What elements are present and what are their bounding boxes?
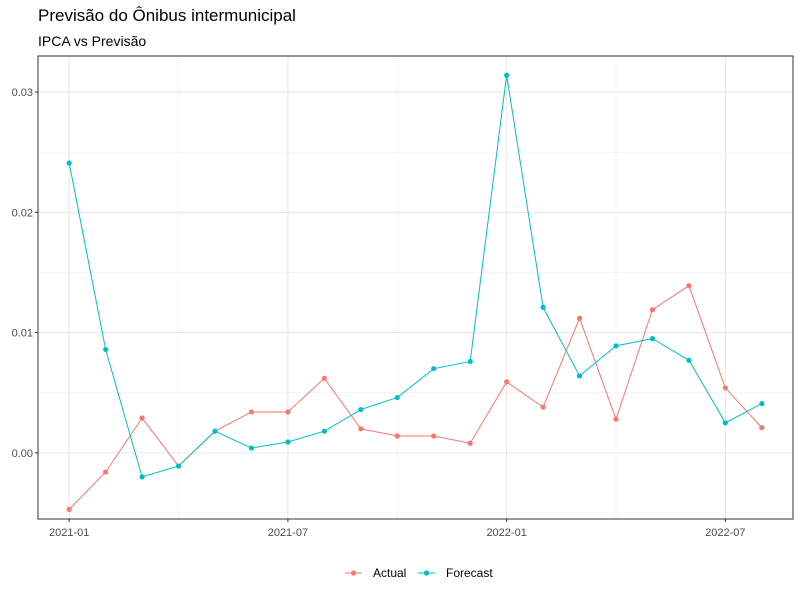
data-point-actual [248,409,255,415]
data-point-forecast [576,373,583,379]
chart-title: Previsão do Ônibus intermunicipal [38,6,296,25]
data-point-forecast [759,400,765,407]
data-point-forecast [285,439,291,445]
data-point-actual [103,469,109,475]
plot-panel [38,56,793,519]
data-point-actual [394,433,400,439]
data-point-forecast [321,428,327,434]
data-point-forecast [431,366,437,372]
data-point-actual [722,385,728,391]
series-line-forecast [68,75,763,478]
data-point-forecast [248,445,255,451]
data-point-forecast [394,394,400,401]
data-point-actual [540,404,546,410]
data-point-forecast [358,406,364,413]
data-point-forecast [467,358,473,365]
data-point-actual [467,440,473,446]
data-point-forecast [103,346,109,353]
data-point-actual [321,375,327,381]
data-point-actual [686,283,692,289]
chart-subtitle: IPCA vs Previsão [38,33,147,49]
y-tick-label: 0.01 [12,328,33,340]
data-point-actual [431,433,437,439]
data-point-actual [576,315,583,321]
data-point-forecast [613,343,619,349]
data-point-forecast [504,72,510,78]
data-point-actual [139,415,145,421]
data-point-forecast [649,336,656,342]
data-point-forecast [540,304,546,310]
data-point-actual [504,379,510,385]
data-point-actual [759,425,765,431]
data-point-forecast [175,463,182,469]
y-tick-label: 0.00 [12,448,33,460]
data-point-actual [358,426,364,432]
legend-label-actual: Actual [373,566,406,580]
data-point-actual [285,409,291,415]
legend-label-forecast: Forecast [446,566,493,580]
data-point-forecast [686,357,692,363]
data-point-actual [613,416,619,422]
legend-key-point-actual [350,570,357,576]
x-tick-label: 2022-07 [705,527,745,539]
y-tick-label: 0.02 [12,207,33,219]
data-point-forecast [722,420,728,426]
x-tick-label: 2021-01 [49,527,89,539]
y-tick-label: 0.03 [12,87,33,99]
x-tick-label: 2021-07 [268,527,308,539]
data-point-actual [66,506,72,512]
data-point-forecast [212,428,218,434]
data-point-actual [649,307,656,313]
legend-key-point-forecast [423,570,430,576]
x-tick-label: 2022-01 [486,527,526,539]
plot-border [37,55,794,520]
data-point-forecast [66,160,72,166]
data-point-forecast [139,474,145,480]
